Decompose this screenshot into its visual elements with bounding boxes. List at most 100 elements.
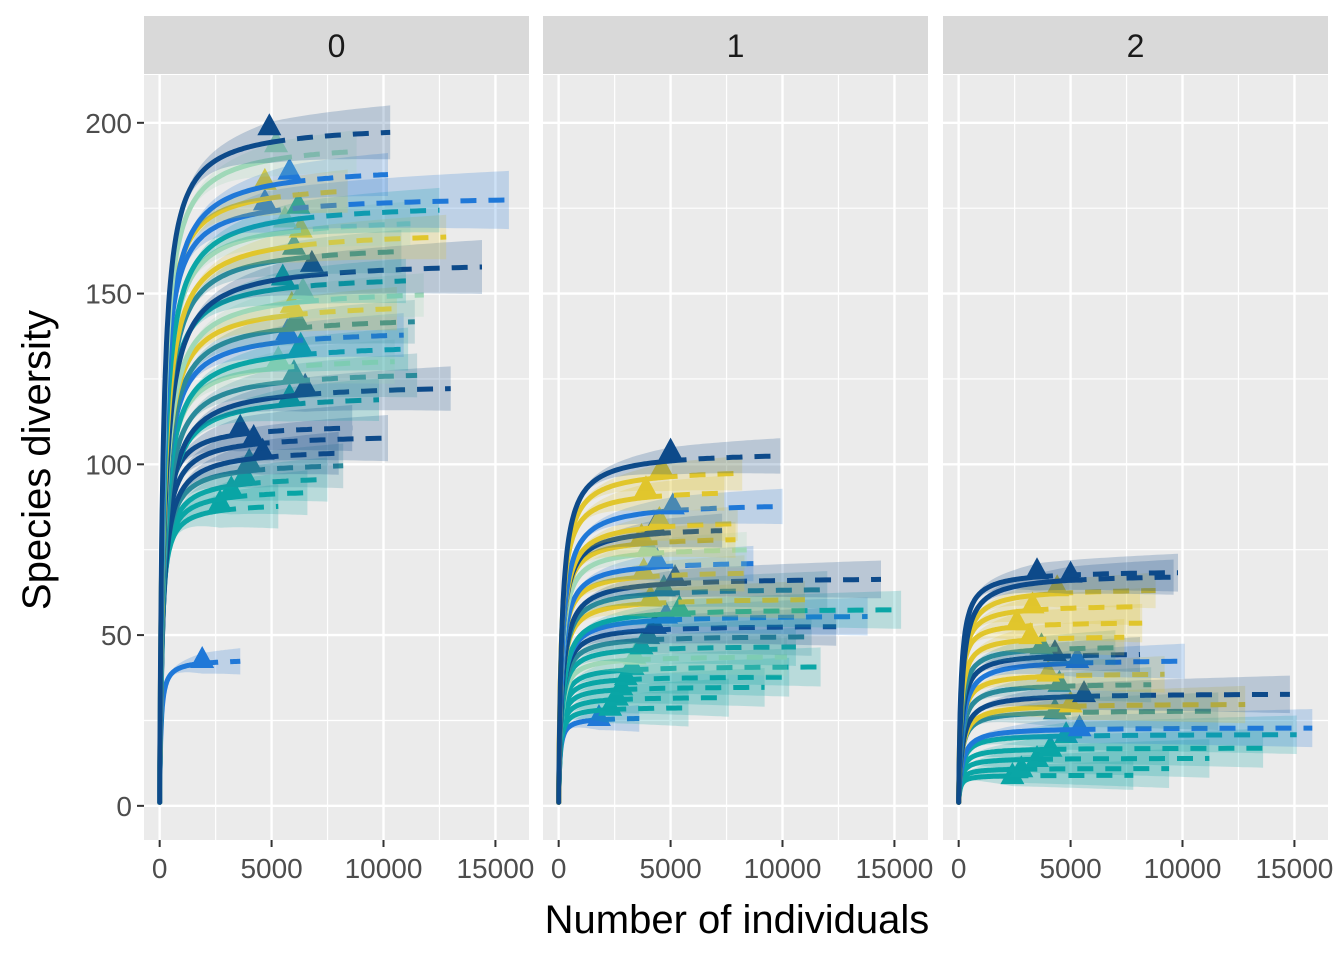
facet-strip: [543, 16, 928, 74]
curves-layer: [157, 105, 509, 805]
confidence-band: [558, 668, 765, 803]
extrapolation-line: [1070, 702, 1246, 709]
observed-triangle-marker: [250, 437, 275, 460]
confidence-band: [558, 637, 787, 803]
curves-layer: [556, 437, 902, 805]
x-tick-label: 15000: [855, 853, 933, 884]
observed-triangle-marker: [645, 546, 670, 569]
observed-triangle-marker: [1025, 557, 1050, 580]
extrapolation-line: [293, 249, 402, 262]
confidence-band: [159, 484, 279, 803]
extrapolation-line: [248, 463, 344, 474]
confidence-band: [558, 678, 729, 803]
extrapolation-line: [282, 278, 406, 291]
confidence-band: [558, 590, 902, 803]
x-tick-label: 15000: [1255, 853, 1333, 884]
observed-triangle-marker: [281, 359, 306, 382]
observed-triangle-marker: [290, 277, 315, 300]
confidence-band: [558, 628, 796, 803]
confidence-band: [958, 603, 1143, 803]
extrapolation-line: [300, 234, 447, 248]
extrapolation-line: [231, 490, 308, 500]
observed-triangle-marker: [1025, 745, 1050, 768]
observed-triangle-marker: [658, 437, 683, 460]
confidence-band: [558, 555, 745, 803]
curves-layer: [956, 553, 1313, 805]
extrapolation-line: [1070, 574, 1174, 583]
observed-triangle-marker: [228, 413, 253, 436]
extrapolation-line: [298, 207, 440, 222]
extrapolation-line: [1077, 658, 1185, 666]
facet-strip: [144, 16, 529, 74]
extrapolation-line: [1016, 620, 1143, 630]
confidence-band: [958, 692, 1219, 803]
confidence-band: [958, 667, 1152, 803]
observed-triangle-marker: [1038, 734, 1063, 757]
observed-triangle-marker: [633, 475, 658, 498]
confidence-band: [558, 531, 747, 803]
facet-strip: [943, 16, 1328, 74]
extrapolation-line: [293, 372, 418, 384]
extrapolation-line: [264, 197, 509, 215]
x-axis-title: Number of individuals: [545, 898, 930, 942]
extrapolation-line: [1079, 725, 1313, 732]
observed-triangle-marker: [277, 157, 302, 180]
extrapolation-line: [665, 614, 868, 623]
extrapolation-line: [1032, 604, 1141, 613]
rarefaction-line: [157, 140, 272, 805]
extrapolation-line: [1054, 652, 1141, 659]
x-tick-label: 10000: [744, 853, 822, 884]
confidence-band: [958, 572, 1156, 803]
extrapolation-line: [284, 221, 411, 235]
extrapolation-line: [291, 306, 398, 318]
confidence-band: [558, 581, 805, 803]
confidence-band: [159, 431, 339, 803]
confidence-band: [159, 470, 308, 803]
observed-triangle-marker: [649, 454, 674, 477]
confidence-band: [958, 656, 1165, 803]
x-tick-label: 0: [951, 853, 967, 884]
confidence-band: [558, 617, 812, 803]
extrapolation-line: [674, 576, 882, 587]
y-axis: 0 50 100 150 200: [85, 108, 144, 822]
observed-triangle-marker: [190, 645, 215, 668]
confidence-band: [159, 457, 328, 803]
x-tick-label: 10000: [1144, 853, 1222, 884]
extrapolation-line: [268, 129, 391, 146]
observed-triangle-marker: [647, 505, 672, 528]
extrapolation-line: [1021, 766, 1170, 772]
extrapolation-line: [304, 386, 451, 398]
extrapolation-line: [253, 435, 389, 447]
observed-triangle-marker: [257, 113, 282, 136]
confidence-band: [558, 475, 725, 803]
extrapolation-line: [300, 346, 409, 358]
confidence-band: [159, 405, 353, 803]
extrapolation-line: [239, 425, 353, 437]
extrapolation-line: [287, 332, 404, 344]
confidence-band: [958, 618, 1125, 803]
extrapolation-line: [632, 664, 821, 673]
confidence-band: [558, 571, 828, 803]
confidence-band: [558, 488, 783, 803]
confidence-band: [558, 560, 881, 803]
confidence-band: [958, 559, 1174, 803]
x-tick-label: 5000: [1039, 853, 1101, 884]
extrapolation-line: [1036, 570, 1178, 580]
confidence-band: [958, 675, 1290, 803]
observed-triangle-marker: [293, 372, 318, 395]
confidence-band: [558, 545, 754, 803]
facet-strip-label: 0: [328, 28, 346, 64]
extrapolation-line: [616, 695, 729, 703]
x-tick-label: 5000: [639, 853, 701, 884]
observed-triangle-marker: [660, 492, 685, 515]
observed-triangle-marker: [1036, 659, 1061, 682]
facet-panel-1: 1 0 5000 10000 15000: [543, 16, 933, 884]
confidence-band: [958, 685, 1246, 803]
extrapolation-line: [264, 188, 348, 202]
observed-triangle-marker: [1009, 755, 1034, 778]
y-tick-label: 0: [116, 791, 132, 822]
extrapolation-line: [1059, 682, 1152, 689]
series-curve: [157, 105, 391, 805]
extrapolation-line: [659, 521, 738, 530]
